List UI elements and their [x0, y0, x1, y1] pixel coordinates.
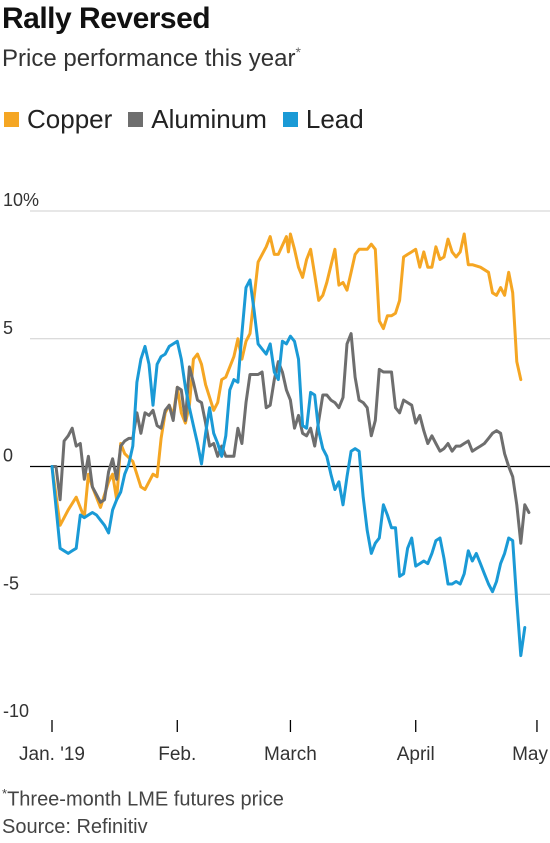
legend-item-copper: Copper [4, 104, 112, 135]
y-tick-label: -10 [3, 701, 29, 721]
legend-label-copper: Copper [27, 104, 113, 134]
y-tick-label: -5 [3, 573, 19, 593]
line-chart: 10% 5 0 -5 -10 Jan. '19 Feb. March April May [3, 190, 550, 765]
footnote: *Three-month LME futures price [2, 786, 284, 812]
x-tick-label: March [264, 744, 317, 765]
chart-subtitle: Price performance this year* [2, 44, 301, 73]
y-tick-label: 0 [3, 446, 13, 466]
x-tick-label: May [512, 744, 548, 765]
y-tick-label: 5 [3, 318, 13, 338]
legend-item-lead: Lead [282, 104, 364, 135]
source-note: Source: Refinitiv [2, 816, 148, 838]
x-tick-label: April [397, 744, 435, 765]
chart-legend: Copper Aluminum Lead [4, 104, 380, 135]
footnote-text: Three-month LME futures price [7, 788, 284, 811]
footnote-marker: * [2, 786, 8, 801]
series-line-aluminum [50, 332, 531, 545]
legend-swatch-copper [4, 112, 19, 127]
legend-swatch-lead [282, 112, 298, 127]
chart-title: Rally Reversed [2, 2, 211, 35]
legend-item-aluminum: Aluminum [128, 104, 267, 135]
legend-label-lead: Lead [305, 104, 364, 134]
subtitle-footnote-marker: * [295, 44, 301, 60]
legend-swatch-aluminum [128, 112, 144, 127]
y-tick-label: 10% [3, 190, 39, 210]
x-tick-label: Jan. '19 [19, 744, 85, 765]
series-line-copper [50, 232, 523, 527]
series-line-lead [50, 278, 527, 658]
subtitle-text: Price performance this year [2, 45, 296, 72]
x-tick-label: Feb. [158, 744, 196, 765]
legend-label-aluminum: Aluminum [151, 104, 267, 134]
